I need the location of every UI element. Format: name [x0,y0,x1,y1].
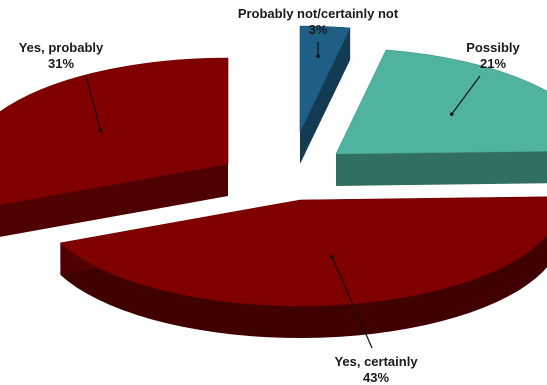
value-yes-certainly: 43% [363,370,389,385]
leader-lines [85,41,481,349]
label-yes-probably: Yes, probably [19,40,104,55]
label-yes-certainly: Yes, certainly [334,354,418,369]
leader-dot-1 [449,112,454,116]
slice-edge-1-1 [336,151,547,186]
slice-labels: Probably not/certainly not 3% Possibly 2… [19,6,521,385]
leader-dot-3 [98,128,103,133]
slice-top-2 [59,196,547,307]
leader-1 [451,75,481,115]
pie-slices [0,25,547,338]
value-possibly: 21% [480,56,506,71]
slice-wall-2 [60,235,547,338]
slice-edge-0-1 [300,27,351,165]
slice-top-3 [0,57,229,206]
label-possibly: Possibly [466,40,520,55]
value-probably-not: 3% [309,22,328,37]
value-yes-probably: 31% [48,56,74,71]
slice-top-0 [299,25,351,133]
leader-dot-0 [316,54,320,58]
leader-3 [85,75,102,131]
slice-top-1 [335,49,547,155]
label-probably-not: Probably not/certainly not [238,6,399,21]
slice-edge-3-0 [0,164,228,237]
leader-dot-2 [330,255,334,259]
leader-2 [331,256,373,349]
